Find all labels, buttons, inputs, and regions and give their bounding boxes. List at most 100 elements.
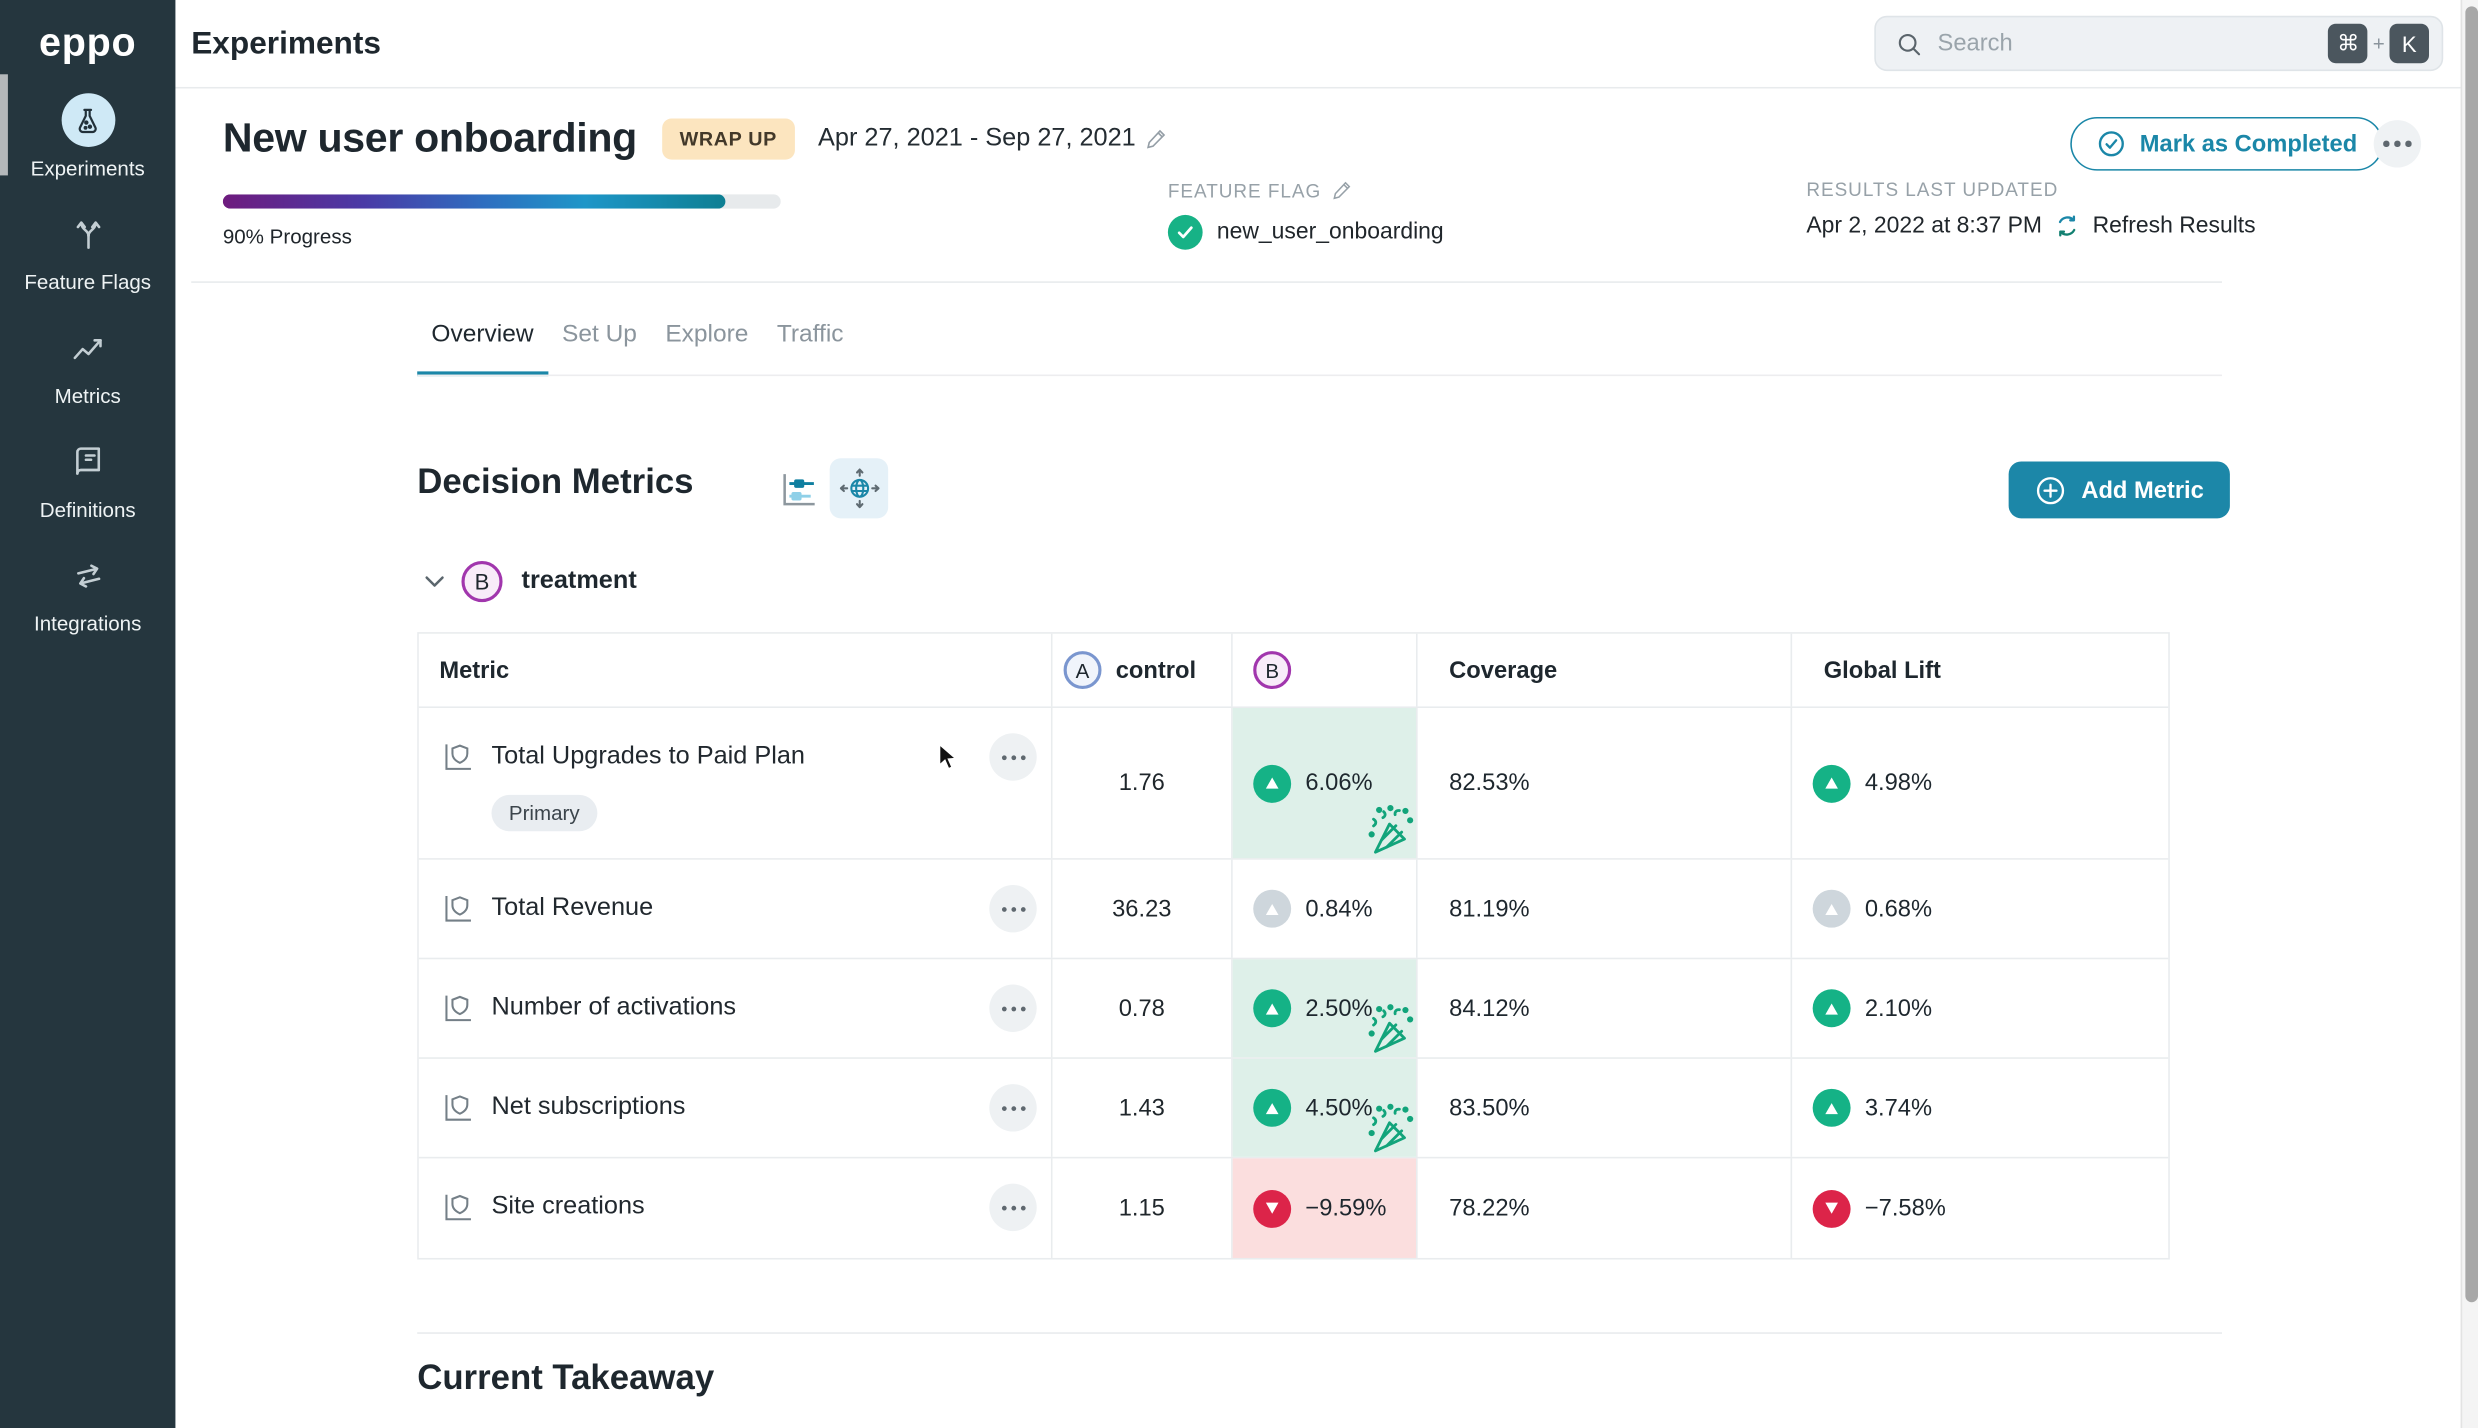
- global-lift-cell: 4.98%: [1792, 708, 2168, 858]
- sidebar-item-definitions[interactable]: Definitions: [0, 435, 175, 522]
- lift-value: 4.50%: [1305, 1094, 1373, 1122]
- sidebar-nav: Experiments Feature Flags Metrics: [0, 66, 175, 635]
- topbar: Experiments ⌘ + K: [175, 0, 2478, 89]
- progress-bar-fill: [222, 194, 725, 209]
- sidebar-item-metrics[interactable]: Metrics: [0, 321, 175, 408]
- globe-move-icon: [839, 468, 879, 509]
- table-header-row: Metric A control B Coverage Global Lift: [418, 633, 2169, 708]
- sidebar-item-label: Definitions: [39, 497, 136, 522]
- forest-plot-icon: [783, 474, 815, 506]
- sidebar-item-label: Feature Flags: [24, 270, 152, 294]
- tab-explore[interactable]: Explore: [665, 320, 749, 348]
- feature-flag-block: FEATURE FLAG new_user_onboarding: [1167, 179, 1444, 250]
- guarded-metric-icon: [439, 738, 477, 776]
- refresh-results-button[interactable]: Refresh Results: [2053, 212, 2256, 240]
- metric-name[interactable]: Total Revenue: [491, 894, 654, 922]
- feature-flag-value[interactable]: new_user_onboarding: [1216, 219, 1444, 245]
- sidebar-item-label: Integrations: [34, 611, 142, 636]
- main-area: Experiments ⌘ + K New user onboarding WR…: [175, 0, 2478, 1428]
- chevron-down-icon[interactable]: [422, 569, 447, 594]
- celebration-confetti-icon: [1362, 999, 1416, 1057]
- search-box[interactable]: ⌘ + K: [1874, 15, 2444, 72]
- control-value-cell: 1.43: [1053, 1058, 1233, 1157]
- lift-up-icon: [1812, 1088, 1851, 1127]
- search-input[interactable]: [1937, 30, 2329, 57]
- swap-arrows-icon: [67, 548, 108, 602]
- global-lift-cell: −7.58%: [1792, 1158, 2168, 1258]
- page-title: Experiments: [191, 26, 381, 62]
- metric-name[interactable]: Number of activations: [491, 994, 737, 1021]
- cmd-key-badge: ⌘: [2328, 23, 2369, 64]
- table-row: Net subscriptions 1.43 4.50%: [418, 1058, 2169, 1159]
- line-chart-icon: [67, 321, 108, 375]
- left-scrollbar-thumb[interactable]: [0, 74, 8, 176]
- global-lift-value: 3.74%: [1864, 1094, 1933, 1122]
- mark-as-completed-button[interactable]: Mark as Completed: [2070, 116, 2383, 171]
- scrollbar-thumb[interactable]: [2464, 6, 2478, 1303]
- metric-name[interactable]: Total Upgrades to Paid Plan: [491, 742, 805, 770]
- lift-up-icon: [1253, 1088, 1292, 1127]
- interval-view-toggle[interactable]: [773, 465, 824, 516]
- global-lift-value: 4.98%: [1864, 769, 1933, 797]
- k-key-badge: K: [2389, 23, 2430, 64]
- col-header-global-lift: Global Lift: [1823, 656, 1941, 684]
- sidebar-item-label: Metrics: [54, 384, 121, 408]
- metric-cell: Total Revenue: [419, 859, 1053, 958]
- metric-more-button[interactable]: [989, 1183, 1037, 1232]
- lift-neutral-icon: [1253, 889, 1292, 928]
- lift-neutral-icon: [1812, 889, 1851, 928]
- table-row: Number of activations 0.78 2.50%: [418, 959, 2169, 1059]
- global-lift-value: −7.58%: [1864, 1194, 1946, 1222]
- plus-circle-icon: [2034, 473, 2067, 506]
- metric-more-button[interactable]: [989, 733, 1037, 781]
- date-range: Apr 27, 2021 - Sep 27, 2021: [818, 124, 1169, 152]
- control-label: control: [1115, 656, 1197, 684]
- metric-cell: Net subscriptions: [419, 1058, 1053, 1157]
- progress-bar: [222, 194, 781, 209]
- edit-dates-icon[interactable]: [1144, 126, 1169, 151]
- metric-cell: Number of activations: [419, 959, 1053, 1058]
- progress-label: 90% Progress: [222, 224, 352, 249]
- metric-more-button[interactable]: [989, 1084, 1037, 1132]
- control-chip-a: A: [1063, 651, 1102, 690]
- lift-value: 6.06%: [1305, 769, 1373, 797]
- tab-traffic[interactable]: Traffic: [776, 320, 844, 348]
- metric-cell: Site creations: [419, 1158, 1053, 1258]
- book-icon: [67, 435, 108, 489]
- edit-flag-icon[interactable]: [1331, 179, 1355, 203]
- shortcut-plus: +: [2372, 31, 2385, 56]
- status-badge: WRAP UP: [662, 117, 795, 159]
- table-row: Site creations 1.15 −9.59% 78.22% −7.58%: [419, 1158, 2168, 1258]
- metric-more-button[interactable]: [989, 984, 1037, 1032]
- control-value-cell: 1.76: [1053, 707, 1233, 859]
- feature-flag-label-text: FEATURE FLAG: [1167, 179, 1322, 202]
- global-lift-cell: 0.68%: [1792, 860, 2168, 958]
- lift-value: −9.59%: [1305, 1194, 1387, 1222]
- sidebar-item-experiments[interactable]: Experiments: [0, 93, 175, 180]
- lift-cell: 6.06%: [1232, 707, 1418, 859]
- guarded-metric-icon: [439, 1089, 477, 1127]
- global-lift-cell: 3.74%: [1792, 1059, 2168, 1157]
- lift-up-icon: [1253, 764, 1292, 803]
- lift-up-icon: [1812, 764, 1851, 803]
- sidebar-item-integrations[interactable]: Integrations: [0, 548, 175, 635]
- experiment-more-button[interactable]: [2373, 120, 2422, 168]
- treatment-chip-b: B: [1253, 651, 1292, 690]
- search-icon: [1895, 29, 1923, 57]
- lift-cell: 2.50%: [1232, 959, 1418, 1058]
- page-scrollbar[interactable]: [2460, 0, 2478, 1428]
- metric-more-button[interactable]: [989, 884, 1037, 933]
- celebration-confetti-icon: [1362, 1098, 1416, 1156]
- metrics-table: Metric A control B Coverage Global Lift: [417, 632, 2170, 1260]
- tab-set-up[interactable]: Set Up: [561, 320, 637, 348]
- header-divider: [191, 281, 2222, 283]
- lift-value: 2.50%: [1305, 994, 1373, 1022]
- global-lift-view-toggle[interactable]: [829, 458, 889, 519]
- tab-overview[interactable]: Overview: [417, 310, 548, 377]
- add-metric-label: Add Metric: [2081, 476, 2204, 504]
- coverage-cell: 83.50%: [1418, 1058, 1793, 1157]
- metric-name[interactable]: Net subscriptions: [491, 1093, 686, 1121]
- sidebar-item-feature-flags[interactable]: Feature Flags: [0, 207, 175, 294]
- add-metric-button[interactable]: Add Metric: [2008, 461, 2230, 519]
- metric-name[interactable]: Site creations: [491, 1193, 645, 1221]
